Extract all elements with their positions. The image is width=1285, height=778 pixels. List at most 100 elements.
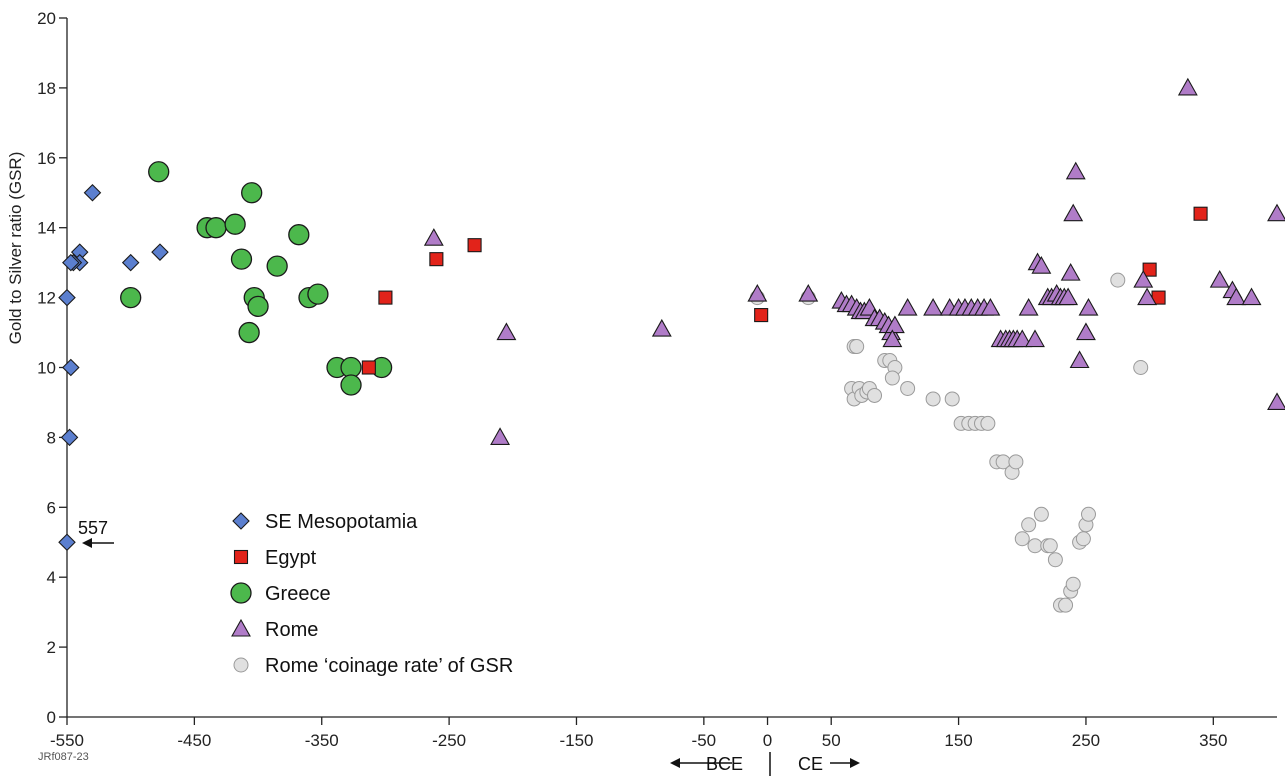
data-point-rome [1069,350,1090,369]
x-tick-label: 50 [822,731,841,750]
data-point-rome-coinage-rate-of-gsr [1008,454,1024,470]
x-tick-label: -150 [559,731,593,750]
legend-item-se-mesopotamia: SE Mesopotamia [232,511,418,533]
legend-marker-rome [231,618,251,637]
legend-marker-greece [230,582,252,604]
legend-marker-rome-coinage-rate-of-gsr [233,657,249,673]
data-point-egypt [1193,206,1208,221]
data-point-greece [340,374,362,396]
x-tick-label: 250 [1072,731,1100,750]
legend-item-egypt: Egypt [233,547,317,569]
bce-label: BCE [706,754,743,774]
data-point-rome [747,283,768,302]
data-point-rome [1063,203,1084,222]
series-egypt [361,206,1208,375]
data-point-rome-coinage-rate-of-gsr [1047,552,1063,568]
data-point-rome [1076,322,1096,341]
ce-label: CE [798,754,823,774]
data-point-rome-coinage-rate-of-gsr [1014,531,1030,547]
data-point-rome [1018,297,1039,316]
y-tick-label: 20 [37,9,56,28]
legend-item-rome: Rome [231,618,318,641]
plot-area [58,77,1285,613]
data-point-greece [241,182,263,204]
y-tick-label: 16 [37,149,56,168]
data-point-greece [230,248,253,270]
series-se-mesopotamia [58,183,169,552]
data-point-egypt [754,308,769,323]
data-point-rome [1025,329,1045,348]
data-point-rome-coinage-rate-of-gsr [1027,538,1043,554]
era-labels: BCE CE [670,752,860,776]
data-point-rome-coinage-rate-of-gsr [1042,538,1058,554]
data-point-se-mesopotamia [62,253,80,272]
data-point-rome-coinage-rate-of-gsr [1075,531,1091,547]
y-tick-label: 0 [47,708,56,727]
legend-label: SE Mesopotamia [265,511,418,533]
legend-label: Rome [265,619,318,641]
series-greece [120,161,393,396]
data-point-greece [238,321,260,344]
data-point-se-mesopotamia [121,253,140,272]
data-point-egypt [429,252,444,267]
y-tick-label: 12 [37,289,56,308]
data-point-rome [884,315,905,334]
legend-item-greece: Greece [230,582,331,605]
data-point-rome-coinage-rate-of-gsr [1080,506,1096,522]
bce-arrow-head [670,758,680,768]
data-point-rome-coinage-rate-of-gsr [1133,360,1149,375]
data-point-greece [307,283,329,305]
data-point-egypt [1142,262,1157,277]
data-point-rome-coinage-rate-of-gsr [1058,597,1074,613]
data-point-rome-coinage-rate-of-gsr [944,391,960,407]
data-point-rome-coinage-rate-of-gsr [849,339,865,355]
data-point-egypt [378,290,393,305]
x-tick-label: -450 [177,731,211,750]
data-point-greece [120,286,142,309]
data-point-greece [205,217,227,239]
data-point-rome [490,427,510,445]
legend-marker-egypt [233,549,249,565]
x-tick-label: 0 [763,731,772,750]
data-point-rome-coinage-rate-of-gsr [867,387,883,403]
data-point-egypt [361,360,376,375]
data-point-rome [1241,287,1262,306]
y-ticks: 0 2 4 6 8 10 12 14 16 18 20 [37,9,67,727]
data-point-rome-coinage-rate-of-gsr [884,370,900,386]
legend-label: Egypt [265,547,317,569]
series-rome-coinage-rate-of-gsr [749,272,1149,613]
legend-label: Greece [265,583,331,605]
data-point-rome [1137,287,1158,306]
data-point-rome [651,318,672,337]
data-point-rome [1133,270,1154,288]
data-point-rome [1065,161,1086,180]
data-point-greece [266,255,288,277]
ce-arrow-head [850,758,860,768]
data-point-rome-coinage-rate-of-gsr [980,415,996,431]
data-point-rome [1031,256,1052,274]
x-tick-label: -550 [50,731,84,750]
annotation-arrow-head [82,538,92,548]
data-point-rome [423,228,444,246]
series-rome [423,77,1285,445]
y-tick-label: 18 [37,79,56,98]
data-point-rome [1267,392,1285,410]
data-point-greece [148,161,170,183]
data-point-rome-coinage-rate-of-gsr [900,380,916,396]
y-axis-title: Gold to Silver ratio (GSR) [6,152,25,345]
data-point-rome [980,297,1001,316]
annotation-557-text: 557 [78,518,108,538]
data-point-se-mesopotamia [58,533,76,552]
data-point-egypt [467,238,482,253]
legend: SE Mesopotamia Egypt Greece Rome Rome ‘coina… [230,511,513,677]
data-point-rome-coinage-rate-of-gsr [1033,506,1049,522]
data-point-greece [247,295,269,317]
x-tick-label: -350 [305,731,339,750]
y-tick-label: 6 [47,498,56,517]
x-tick-label: 150 [944,731,972,750]
data-point-rome-coinage-rate-of-gsr [1065,576,1081,592]
data-point-rome [882,329,903,348]
x-tick-label: 350 [1199,731,1227,750]
data-point-rome [1012,329,1033,348]
